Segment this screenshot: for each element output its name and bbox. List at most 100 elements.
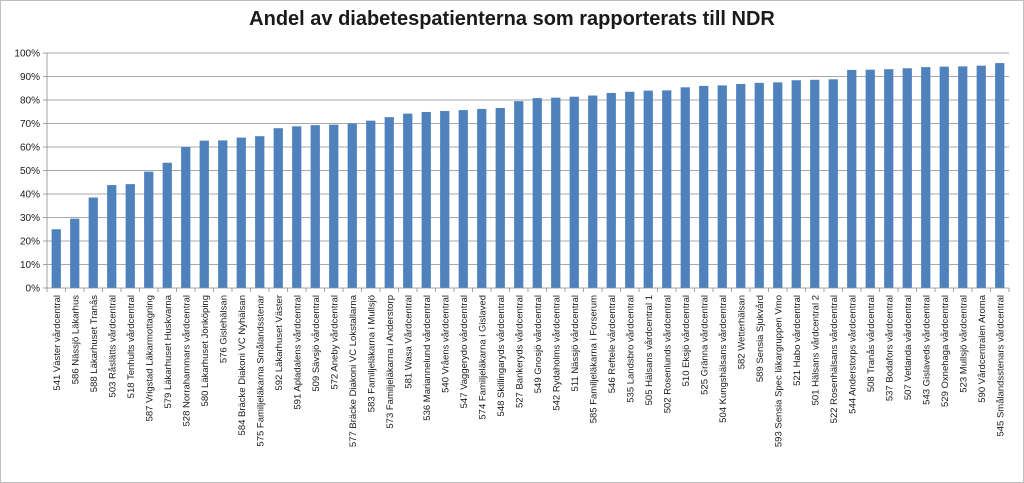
- x-tick-labels: 541 Väster vårdcentral 586 Nässjö Läkarhu…: [52, 294, 1007, 447]
- y-tick-label: 10%: [20, 260, 40, 271]
- bar: [995, 63, 1005, 289]
- bar: [865, 69, 875, 288]
- x-tick-label: 546 Reftele vårdcentral: [607, 295, 618, 393]
- y-tick-label: 40%: [20, 190, 40, 201]
- bar: [366, 120, 376, 289]
- x-tick-label: 586 Nässjö Läkarhus: [70, 295, 81, 384]
- x-tick-label: 577 Bräcke Diakoni VC Lokstallarna: [348, 294, 359, 447]
- bar: [162, 162, 172, 288]
- chart-title: Andel av diabetespatienterna som rapport…: [249, 8, 775, 30]
- y-tick-label: 100%: [14, 49, 40, 60]
- x-tick-label: 585 Familjeläkarna i Forserum: [588, 295, 599, 423]
- y-tick-label: 30%: [20, 213, 40, 224]
- bar: [791, 80, 801, 288]
- x-tick-label: 528 Norrahammars vårdcentral: [181, 295, 192, 426]
- bar: [292, 126, 302, 288]
- bar: [273, 128, 283, 288]
- bar: [754, 82, 764, 288]
- x-tick-label: 503 Råslätts vårdcentral: [107, 295, 118, 397]
- x-tick-label: 511 Nässjö vårdcentral: [570, 295, 581, 391]
- bar: [88, 197, 98, 288]
- bar: [902, 68, 912, 289]
- x-tick-label: 590 Vårdcentralen Aroma: [977, 294, 988, 402]
- x-tick-label: 504 Kungshälsans vårdcentral: [718, 295, 729, 423]
- bar: [199, 140, 209, 288]
- x-tick-label: 523 Mullsjö vårdcentral: [958, 295, 969, 393]
- x-tick-label: 574 Familjeläkarna i Gislaved: [477, 295, 488, 420]
- x-tick-label: 518 Tenhults vårdcentral: [126, 295, 137, 398]
- bar: [717, 85, 727, 289]
- bar: [884, 69, 894, 288]
- bar: [699, 85, 709, 289]
- bar: [810, 79, 820, 288]
- bar: [477, 108, 487, 289]
- y-tick-labels: 0% 10% 20% 30% 40% 50% 60% 70% 80% 90% 100%: [14, 49, 40, 295]
- bar: [70, 218, 80, 288]
- bar: [458, 110, 468, 288]
- bar: [384, 117, 394, 288]
- x-tick-label: 592 Läkarhuset Väster: [274, 295, 285, 391]
- x-tick-label: 505 Hälsans vårdcentral 1: [644, 295, 655, 405]
- bar: [107, 185, 117, 288]
- x-tick-label: 536 Mariannelund vårdcentral: [422, 295, 433, 421]
- bar: [532, 98, 542, 289]
- x-tick-label: 525 Gränna vårdcentral: [699, 295, 710, 395]
- bar: [828, 79, 838, 288]
- bar: [440, 111, 450, 288]
- bar: [181, 147, 191, 288]
- x-tick-label: 575 Familjeläkarna Smålandsstenar: [255, 295, 266, 447]
- bar: [236, 137, 246, 288]
- x-tick-label: 580 Läkarhuset Jönköping: [200, 295, 211, 406]
- bar: [144, 171, 154, 288]
- y-tick-label: 0%: [26, 284, 41, 295]
- x-tick-label: 509 Sävsjö vårdcentral: [311, 295, 322, 392]
- bar: [773, 82, 783, 288]
- x-tick-label: 508 Tranås vårdcentral: [866, 295, 877, 392]
- bar: [329, 124, 339, 288]
- x-tick-label: 589 Sensia Sjukvård: [755, 295, 766, 382]
- bar: [255, 136, 265, 288]
- bar: [569, 96, 579, 289]
- x-tick-label: 537 Bodafors vårdcentral: [884, 295, 895, 401]
- y-tick-label: 70%: [20, 119, 40, 130]
- bars: [46, 63, 1010, 292]
- x-tick-label: 529 Oxnehaga vårdcentral: [940, 295, 951, 407]
- bar: [625, 91, 635, 289]
- x-tick-label: 535 Landsbro vårdcentral: [625, 295, 636, 403]
- x-tick-label: 548 Skillingaryds vårdcentral: [496, 295, 507, 416]
- bar: [588, 95, 598, 288]
- x-tick-label: 521 Habo vårdcentral: [792, 295, 803, 386]
- x-tick-label: 583 Familjeläkarna i Mullsjö: [366, 295, 377, 412]
- bar: [643, 90, 653, 288]
- x-tick-label: 587 Vrigstad Läkarmottagning: [144, 295, 155, 421]
- x-tick-label: 542 Rydaholms vårdcentral: [551, 295, 562, 411]
- y-tick-label: 60%: [20, 143, 40, 154]
- x-tick-label: 549 Gnosjö vårdcentral: [533, 295, 544, 393]
- bar: [51, 229, 61, 288]
- x-tick-label: 544 Anderstorps vårdcentral: [847, 295, 858, 414]
- x-tick-label: 502 Rosenlunds vårdcentral: [662, 295, 673, 413]
- bar: [125, 184, 135, 288]
- bar: [847, 69, 857, 288]
- x-tick-label: 584 Bräcke Diakoni VC Nyhälsan: [237, 295, 248, 435]
- x-tick-label: 510 Eksjö vårdcentral: [681, 295, 692, 386]
- x-tick-label: 588 Läkarhuset Tranås: [89, 295, 100, 392]
- bar: [958, 66, 968, 289]
- x-tick-label: 527 Bankeryds vårdcentral: [514, 295, 525, 408]
- x-tick-label: 593 Sensia Spec läkargruppen Vmo: [773, 295, 784, 447]
- y-tick-label: 20%: [20, 237, 40, 248]
- x-tick-label: 507 Vetlanda vårdcentral: [903, 295, 914, 400]
- bar: [551, 97, 561, 289]
- bar: [606, 92, 616, 288]
- x-tick-label: 579 Läkarhuset Huskvarna: [163, 294, 174, 408]
- bar: [921, 67, 931, 288]
- x-tick-label: 540 Vråens vårdcentral: [440, 295, 451, 393]
- x-tick-label: 572 Aneby vårdcentral: [329, 295, 340, 390]
- x-tick-label: 545 Smålandsstenars vårdcentral: [995, 295, 1006, 437]
- bar: [403, 113, 413, 288]
- x-tick-label: 547 Vaggerydo vårdcentral: [459, 295, 470, 408]
- y-tick-label: 80%: [20, 96, 40, 107]
- bar: [347, 123, 357, 288]
- y-tick-label: 90%: [20, 72, 40, 83]
